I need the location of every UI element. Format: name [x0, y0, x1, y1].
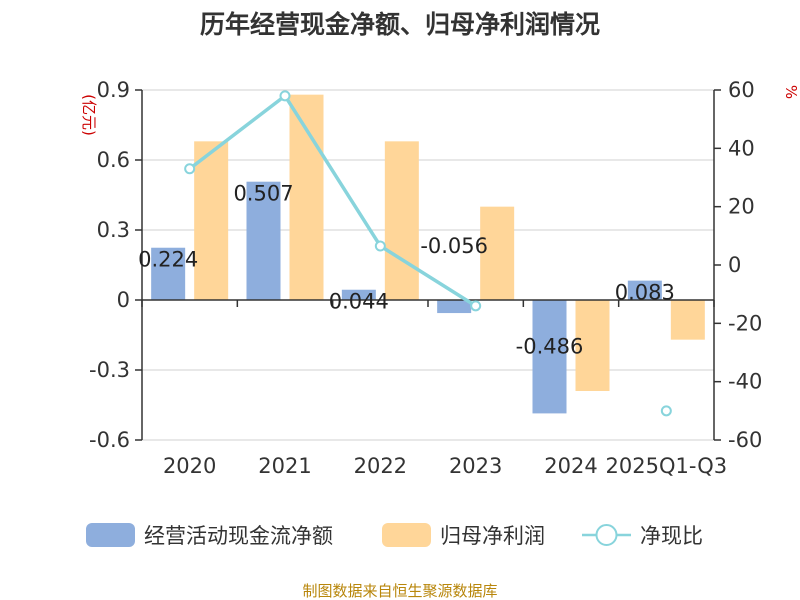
- left-tick-label: 0: [117, 288, 130, 312]
- x-tick-label: 2024: [544, 454, 597, 478]
- left-axis-unit: (亿元): [80, 94, 98, 136]
- cashflow-bar: [246, 181, 281, 300]
- chart-title: 历年经营现金净额、归母净利润情况: [200, 10, 600, 39]
- left-tick-label: -0.3: [89, 358, 130, 382]
- left-tick-label: 0.9: [97, 78, 130, 102]
- x-tick-label: 2022: [354, 454, 407, 478]
- ratio-point: [660, 405, 672, 417]
- cashflow-data-label: -0.056: [420, 234, 488, 258]
- right-tick-label: 0: [728, 253, 741, 277]
- left-tick-label: 0.6: [97, 148, 130, 172]
- net-profit-bar: [384, 141, 419, 300]
- ratio-point: [374, 240, 386, 252]
- cashflow-bar: [532, 300, 567, 414]
- net-profit-bar: [480, 206, 515, 300]
- cashflow-bar: [151, 247, 186, 300]
- right-tick-label: -60: [728, 428, 762, 452]
- ratio-point: [470, 300, 482, 312]
- right-tick-label: -40: [728, 370, 762, 394]
- legend-swatch: [86, 523, 135, 547]
- right-tick-label: 20: [728, 195, 755, 219]
- cashflow-data-label: 0.083: [615, 281, 675, 305]
- x-tick-label: 2023: [449, 454, 502, 478]
- data-labels: 0.224 0.507 0.044 -0.056 -0.486 0.083: [138, 182, 675, 359]
- net-profit-bar: [289, 94, 324, 301]
- left-tick-label: 0.3: [97, 218, 130, 242]
- net-profit-bar: [194, 141, 229, 300]
- x-tick-label: 2021: [258, 454, 311, 478]
- right-tick-label: 60: [728, 78, 755, 102]
- cashflow-bar: [437, 300, 472, 314]
- legend-label: 经营活动现金流净额: [144, 524, 333, 548]
- ratio-point: [279, 90, 291, 102]
- cashflow-data-label: 0.224: [138, 248, 198, 272]
- net-profit-bar: [575, 300, 610, 391]
- legend-label: 净现比: [640, 524, 703, 548]
- right-axis-unit: %: [782, 85, 800, 99]
- source-note: 制图数据来自恒生聚源数据库: [302, 582, 497, 600]
- cashflow-data-label: 0.507: [233, 182, 293, 206]
- line-series: [184, 90, 672, 417]
- grid: [142, 89, 714, 441]
- legend-swatch: [382, 523, 431, 547]
- x-tick-label: 2020: [163, 454, 216, 478]
- ratio-point: [184, 163, 196, 175]
- right-tick-label: 40: [728, 136, 755, 160]
- cashflow-bar: [627, 280, 662, 300]
- cashflow-data-label: 0.044: [329, 290, 389, 314]
- left-tick-label: -0.6: [89, 428, 130, 452]
- bars: [151, 94, 705, 414]
- x-tick-label: 2025Q1-Q3: [606, 454, 728, 478]
- axes: -0.6 -0.3 0 0.3 0.6 0.9 -60 -40 -20 0 20 40 60 2020 20…: [89, 78, 762, 478]
- legend: 经营活动现金流净额 归母净利润 净现比: [86, 523, 703, 548]
- legend-label: 归母净利润: [440, 524, 545, 548]
- legend-marker: [595, 524, 618, 546]
- ratio-line: [188, 94, 477, 308]
- net-profit-bar: [670, 300, 705, 340]
- cashflow-data-label: -0.486: [516, 334, 584, 358]
- right-tick-label: -20: [728, 311, 762, 335]
- cashflow-bar: [341, 289, 376, 300]
